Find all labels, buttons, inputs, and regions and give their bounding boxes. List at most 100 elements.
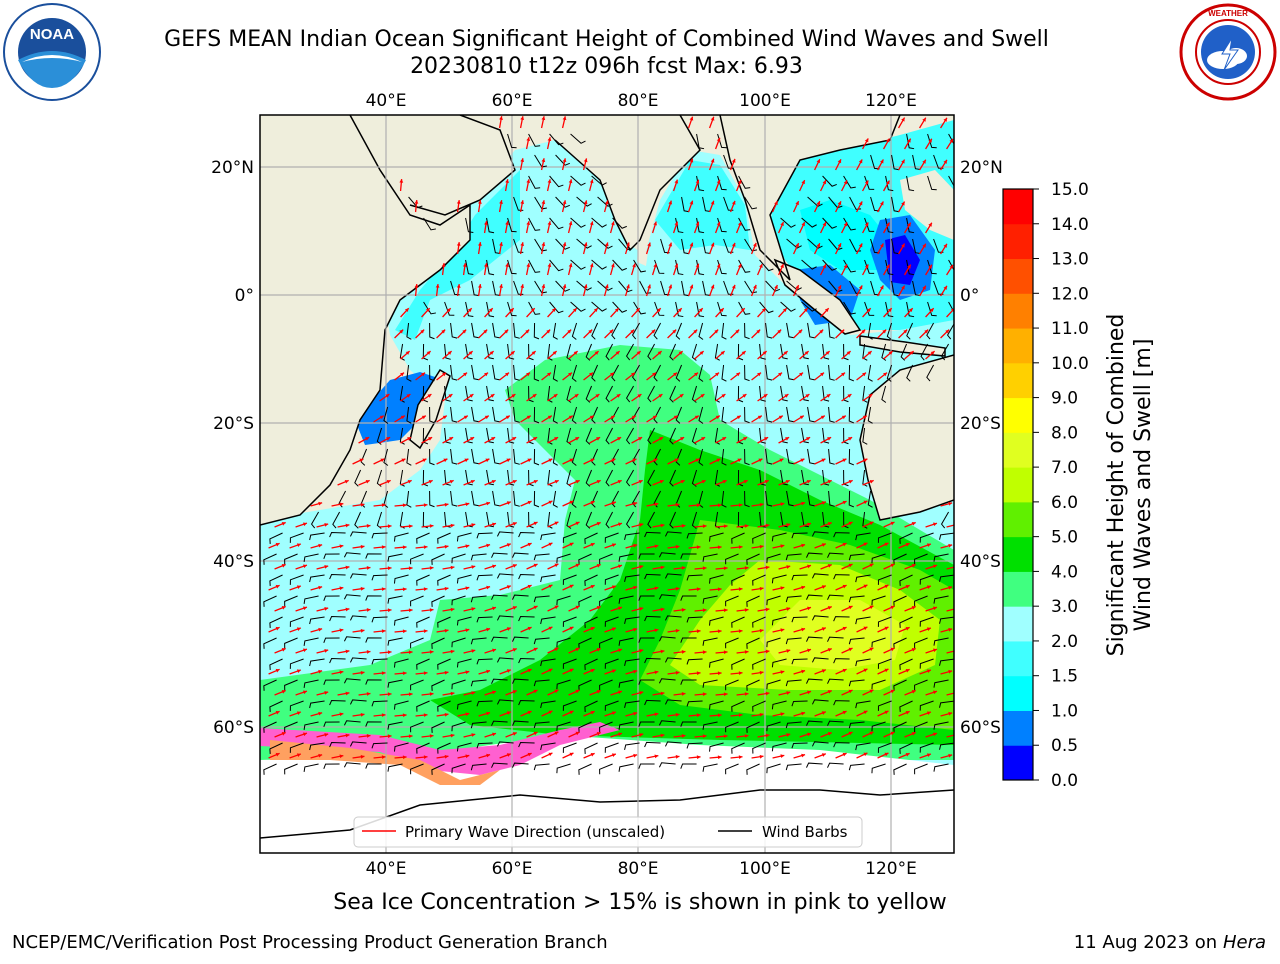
wave-direction-arrowhead — [801, 543, 806, 548]
wave-direction-arrowhead — [505, 372, 510, 377]
wind-barb — [269, 742, 283, 754]
wind-barb — [939, 700, 954, 708]
wind-barb — [919, 532, 934, 543]
lat-tick-left: 20°N — [211, 158, 254, 178]
wind-barb — [927, 133, 937, 149]
wind-barb — [919, 700, 934, 711]
wind-barb — [437, 532, 451, 544]
wave-direction-arrowhead — [527, 542, 532, 547]
wind-barb — [807, 322, 815, 339]
wind-barb — [744, 238, 758, 252]
wave-direction-arrowhead — [821, 501, 826, 505]
wave-direction-arrowhead — [731, 242, 736, 247]
wave-direction-arrowhead — [738, 671, 743, 676]
wave-direction-arrowhead — [660, 523, 665, 528]
wind-barb — [891, 196, 900, 213]
lon-tick-top: 40°E — [366, 91, 407, 111]
wave-direction-arrowhead — [825, 351, 830, 355]
wind-barb — [780, 385, 788, 402]
wave-direction-arrowhead — [477, 284, 482, 288]
wave-direction-arrowhead — [573, 351, 578, 355]
wind-barb — [746, 595, 760, 607]
wave-direction-arrowhead — [801, 180, 805, 185]
colorbar-tick-label: 12.0 — [1051, 284, 1089, 304]
wind-barb — [867, 406, 873, 424]
wind-barb — [393, 658, 409, 668]
wind-barb — [410, 637, 424, 649]
wind-barb — [343, 594, 361, 600]
wind-barb — [867, 490, 873, 508]
wind-barb — [654, 301, 665, 316]
wave-direction-arrowhead — [926, 585, 931, 589]
wind-barb — [827, 594, 844, 600]
wave-direction-arrowhead — [512, 606, 517, 610]
wave-direction-arrowhead — [303, 732, 307, 737]
wave-direction-arrowhead — [837, 285, 842, 290]
wave-direction-arrowhead — [862, 415, 867, 420]
wave-direction-arrowhead — [864, 264, 869, 269]
wave-direction-arrowhead — [499, 242, 503, 246]
wind-barb — [696, 175, 705, 192]
wave-direction-arrowhead — [632, 263, 636, 268]
wind-barb — [912, 154, 921, 171]
wind-barb — [631, 490, 641, 508]
wave-direction-arrowhead — [863, 626, 868, 631]
wind-barb — [451, 553, 466, 564]
wind-barb — [471, 322, 479, 339]
wind-barb — [566, 385, 572, 403]
wave-direction-arrowhead — [639, 733, 644, 737]
wave-direction-arrowhead — [753, 242, 757, 247]
wind-barb — [507, 217, 517, 233]
wind-barb — [533, 553, 550, 561]
wave-direction-arrowhead — [380, 458, 385, 463]
wave-direction-arrowhead — [465, 502, 470, 507]
wave-direction-arrowhead — [421, 415, 426, 420]
wind-barb — [585, 469, 593, 487]
wind-barb — [533, 406, 540, 424]
wave-direction-arrowhead — [821, 669, 826, 673]
wind-barb — [746, 637, 760, 649]
wind-barb — [349, 573, 367, 579]
wind-barb — [709, 532, 724, 542]
wave-direction-arrowhead — [467, 308, 472, 313]
wind-barb — [578, 595, 592, 607]
wind-barb — [686, 658, 703, 665]
wave-direction-arrowhead — [505, 263, 509, 267]
wind-barb — [721, 364, 727, 382]
wave-direction-arrowhead — [869, 480, 874, 484]
wind-barb — [822, 385, 830, 402]
wave-direction-arrowhead — [596, 437, 601, 441]
wind-barb — [604, 658, 619, 669]
wave-direction-arrowhead — [477, 242, 482, 246]
wave-direction-arrowhead — [827, 564, 832, 568]
wave-direction-arrowhead — [296, 669, 301, 673]
wind-barb — [644, 573, 661, 580]
wind-barb — [785, 763, 802, 771]
wave-direction-arrowhead — [758, 458, 763, 463]
wave-direction-arrowhead — [842, 542, 847, 547]
wave-direction-arrowhead — [765, 649, 770, 654]
wind-barb — [618, 595, 634, 604]
wind-barb — [806, 678, 823, 684]
wind-barb — [786, 322, 794, 339]
wave-direction-arrowhead — [562, 200, 567, 205]
wave-direction-arrowhead — [780, 754, 785, 759]
wind-barb — [349, 531, 367, 537]
wind-barb — [429, 322, 435, 340]
wind-barb — [552, 490, 558, 508]
wind-barb — [664, 615, 682, 621]
wind-barb — [269, 658, 283, 670]
wind-barb — [746, 679, 760, 691]
wind-barb — [822, 259, 837, 271]
wind-barb — [801, 259, 817, 270]
wave-direction-arrowhead — [420, 329, 425, 334]
wave-direction-arrowhead — [890, 689, 895, 694]
wave-direction-arrowhead — [633, 753, 638, 758]
wind-barb — [939, 742, 954, 750]
wave-direction-arrowhead — [360, 754, 365, 759]
ocean-fields — [260, 115, 954, 853]
wave-direction-arrowhead — [821, 543, 826, 547]
wind-barb — [855, 700, 871, 709]
wind-barb — [631, 406, 641, 424]
wind-barb — [552, 448, 558, 466]
